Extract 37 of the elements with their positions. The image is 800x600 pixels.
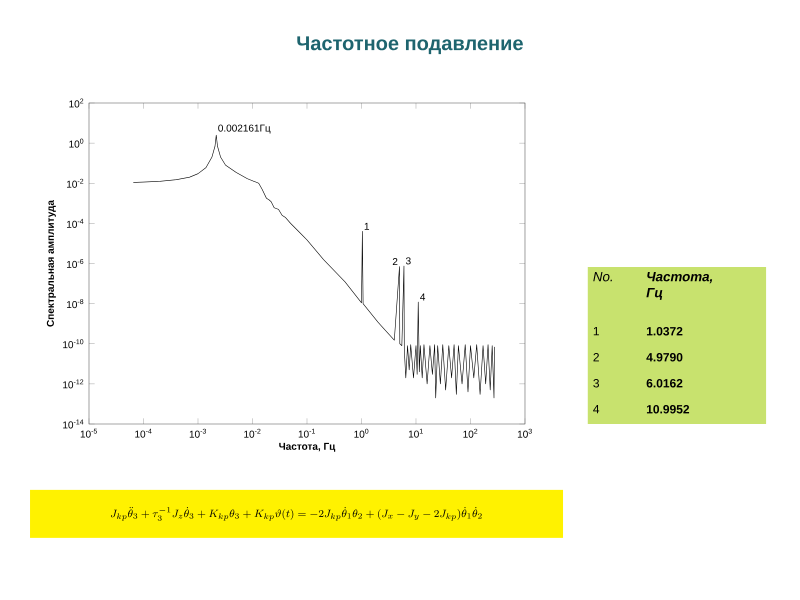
text: 4.9790 — [646, 352, 682, 362]
x-tick-label: 10$^{3}$ — [518, 428, 532, 438]
y-tick-label: 10$^{2}$ — [69, 98, 84, 108]
text: 3 — [593, 378, 600, 388]
x-tick-label: 10$^{-4}$ — [135, 428, 152, 438]
x-tick-label: 10$^{-5}$ — [80, 428, 98, 438]
text: 4 — [593, 404, 600, 414]
y-axis-title: Спектральная амплитуда — [46, 200, 56, 327]
y-tick-label: 10$^{-14}$ — [63, 420, 84, 428]
text: 6.0162 — [646, 378, 682, 388]
text: Частота, Гц — [646, 272, 712, 300]
x-tick-label: 10$^{2}$ — [463, 428, 478, 438]
annotation: 3 — [406, 257, 411, 264]
chart-title: Частотное подавление — [297, 36, 523, 54]
text: 1.0372 — [646, 326, 682, 336]
x-tick-label: 10$^{-2}$ — [244, 428, 260, 438]
annotation: 4 — [420, 294, 426, 300]
x-tick-label: 10$^{-3}$ — [190, 428, 206, 438]
x-axis-title: Частота, Гц — [279, 442, 336, 452]
x-tick-label: 10$^{0}$ — [354, 428, 368, 438]
text: $J_{kp}\ddot{\theta}_3+\tau_3^{-1}J_z\dot{\theta}_3+K_{kp}\theta_3+K_{kp}\vartheta(t)=-2J_{kp}\dot{\theta}_1\theta_2+(J_x-J_y-2J_{kp})\dot{\theta}_1\dot{\theta}_2$ — [110, 506, 482, 521]
y-tick-label: 10$^{0}$ — [69, 138, 84, 148]
y-tick-label: 10$^{-10}$ — [63, 339, 84, 348]
x-tick-label: 10$^{-1}$ — [298, 428, 315, 438]
y-tick-label: 10$^{-4}$ — [67, 218, 84, 228]
text: 1 — [594, 326, 599, 336]
text: 2 — [593, 352, 599, 362]
x-tick-label: 10$^{1}$ — [408, 428, 423, 438]
text: 10.9952 — [646, 404, 690, 414]
y-tick-label: 10$^{-8}$ — [67, 299, 84, 308]
text: No. — [593, 272, 612, 282]
annotation: 1 — [364, 222, 370, 230]
annotation: 2 — [392, 258, 398, 266]
annotation: 0.002161Гц — [218, 124, 270, 134]
y-tick-label: 10$^{-6}$ — [67, 258, 84, 268]
y-tick-label: 10$^{-2}$ — [67, 178, 84, 188]
y-tick-label: 10$^{-12}$ — [63, 379, 84, 388]
